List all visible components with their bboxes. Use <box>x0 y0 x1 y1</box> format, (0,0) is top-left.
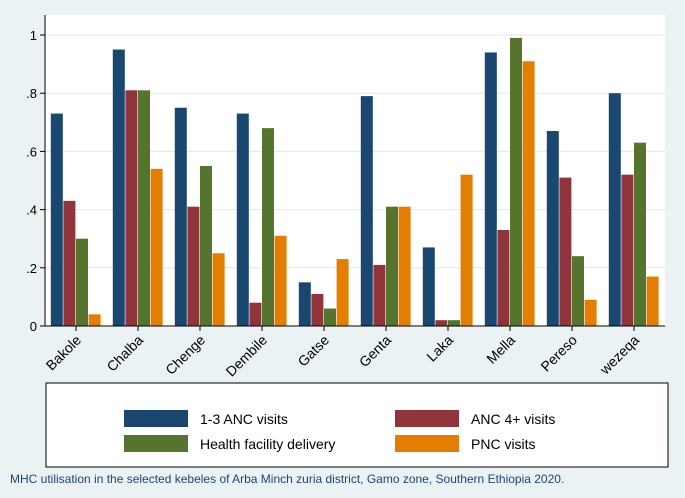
bar <box>88 314 101 326</box>
legend-swatch <box>124 435 188 452</box>
legend-label: Health facility delivery <box>200 436 335 452</box>
bar <box>484 52 497 327</box>
figure-caption: MHC utilisation in the selected kebeles … <box>10 472 565 486</box>
x-axis-labels: Bakole Chalba Chenge Dembile Gatse Genta Laka M… <box>43 326 642 380</box>
x-tick-label: Laka <box>423 332 456 365</box>
bar <box>298 282 311 326</box>
x-tick-label: Dembile <box>222 332 270 380</box>
y-tick-label: .6 <box>26 144 37 159</box>
bar <box>435 320 448 326</box>
bar <box>360 96 373 326</box>
y-tick-label: 0 <box>30 319 37 334</box>
bar <box>634 142 646 326</box>
bar <box>50 113 63 326</box>
bar <box>187 206 200 326</box>
bar <box>200 165 212 326</box>
bar <box>460 174 473 326</box>
bar <box>621 174 634 326</box>
x-tick-label: Genta <box>356 332 394 370</box>
y-tick-label: 1 <box>30 28 37 43</box>
legend-swatch <box>124 410 188 427</box>
bars <box>50 37 659 327</box>
legend-swatch <box>395 435 459 452</box>
bar <box>336 259 349 326</box>
bar <box>572 256 584 326</box>
bar <box>125 90 138 326</box>
x-tick-label: wezeqa <box>596 332 642 378</box>
legend-label: PNC visits <box>471 436 536 452</box>
bar <box>510 37 522 326</box>
x-tick-label: Gatse <box>294 332 332 370</box>
bar <box>138 90 150 326</box>
x-tick-label: Bakole <box>43 332 85 374</box>
bar <box>76 238 88 326</box>
bar <box>112 49 125 327</box>
bar <box>274 235 287 326</box>
bar <box>522 61 535 326</box>
bar <box>559 177 572 326</box>
bar <box>386 206 398 326</box>
bar <box>373 264 386 326</box>
x-tick-label: Mella <box>483 332 518 367</box>
y-tick-label: .2 <box>26 261 37 276</box>
legend-swatch <box>395 410 459 427</box>
y-axis-ticks: 0 .2 .4 .6 .8 1 <box>26 28 45 334</box>
bar <box>546 131 559 326</box>
bar <box>584 299 597 326</box>
bar <box>324 308 336 326</box>
bar <box>398 206 411 326</box>
x-tick-label: Chenge <box>162 332 208 378</box>
bar <box>63 200 76 326</box>
bar <box>150 168 163 326</box>
bar <box>646 276 659 326</box>
bar <box>422 247 435 326</box>
y-tick-label: .8 <box>26 86 37 101</box>
bar <box>174 107 187 326</box>
bar <box>497 229 510 326</box>
bar <box>262 128 274 326</box>
y-tick-label: .4 <box>26 203 37 218</box>
bar <box>236 113 249 326</box>
bar <box>249 302 262 326</box>
bar <box>448 320 460 326</box>
bar <box>608 93 621 326</box>
legend: 1-3 ANC visits ANC 4+ visits Health facili… <box>124 410 555 452</box>
bar <box>212 253 225 326</box>
x-tick-label: Pereso <box>537 332 580 375</box>
bar <box>311 293 324 326</box>
legend-label: 1-3 ANC visits <box>200 411 288 427</box>
legend-label: ANC 4+ visits <box>471 411 555 427</box>
x-tick-label: Chalba <box>103 332 146 375</box>
